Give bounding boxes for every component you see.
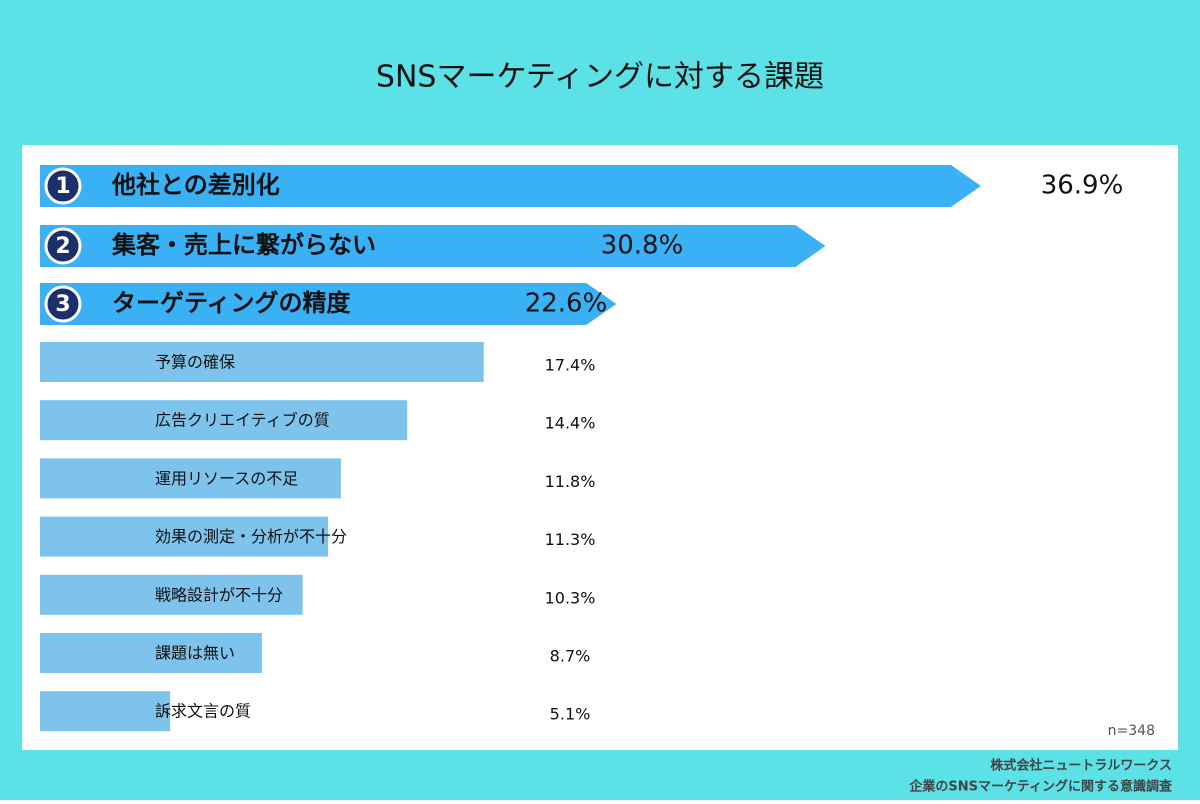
value-label: 30.8% bbox=[601, 231, 684, 261]
category-label: 効果の測定・分析が不十分 bbox=[155, 527, 347, 546]
bar bbox=[40, 165, 981, 207]
category-label: 広告クリエイティブの質 bbox=[155, 411, 330, 430]
bar bbox=[40, 633, 262, 673]
bar bbox=[40, 400, 408, 441]
category-label: 訴求文言の質 bbox=[155, 702, 251, 721]
value-label: 22.6% bbox=[525, 289, 608, 319]
bar bbox=[40, 574, 303, 615]
rank-number: 2 bbox=[55, 234, 70, 259]
bar bbox=[40, 342, 484, 382]
bar bbox=[40, 283, 617, 325]
value-label: 11.3% bbox=[545, 530, 596, 549]
value-label: 11.8% bbox=[545, 472, 596, 491]
category-label: 戦略設計が不十分 bbox=[155, 585, 283, 604]
value-label: 10.3% bbox=[545, 588, 596, 607]
bar bbox=[40, 691, 171, 732]
sample-note: n=348 bbox=[1108, 723, 1155, 739]
source: 企業のSNSマーケティングに関する意識調査 bbox=[908, 779, 1173, 795]
bar bbox=[40, 516, 329, 557]
value-label: 8.7% bbox=[550, 647, 591, 666]
bar bbox=[40, 458, 341, 499]
category-label: ターゲティングの精度 bbox=[112, 289, 352, 317]
rank-number: 1 bbox=[55, 174, 70, 199]
rank-badge bbox=[44, 227, 82, 265]
bar bbox=[40, 225, 826, 267]
rank-badge bbox=[44, 285, 82, 323]
value-label: 14.4% bbox=[545, 414, 596, 433]
value-label: 36.9% bbox=[1041, 171, 1124, 201]
category-label: 集客・売上に繋がらない bbox=[111, 231, 376, 259]
source: 株式会社ニュートラルワークス bbox=[990, 758, 1172, 774]
category-label: 課題は無い bbox=[155, 644, 235, 663]
value-label: 17.4% bbox=[545, 356, 596, 375]
category-label: 他社との差別化 bbox=[111, 171, 280, 199]
category-label: 運用リソースの不足 bbox=[155, 469, 298, 488]
value-label: 5.1% bbox=[550, 705, 591, 724]
category-label: 予算の確保 bbox=[155, 353, 235, 372]
chart-title: SNSマーケティングに対する課題 bbox=[376, 60, 824, 95]
rank-number: 3 bbox=[55, 292, 70, 317]
rank-badge bbox=[44, 167, 82, 205]
